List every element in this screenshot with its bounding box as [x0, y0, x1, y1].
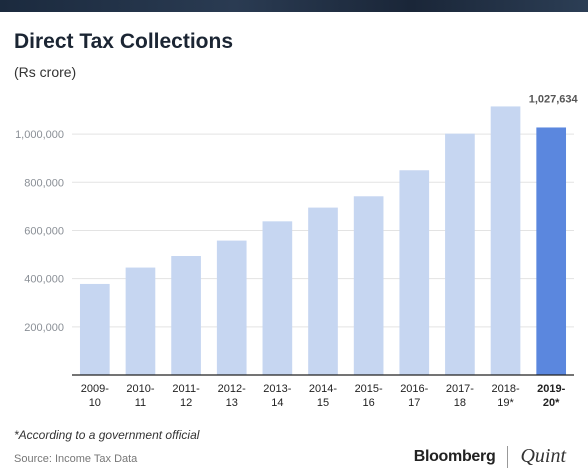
bar-chart: 200,000 400,000 600,000 800,000 1,000,000 200… — [15, 93, 579, 409]
bar — [536, 127, 567, 375]
data-label: 1,027,634 — [529, 93, 579, 105]
y-tick-label: 600,000 — [24, 225, 64, 237]
brand-name-bloomberg: Bloomberg — [413, 447, 496, 465]
x-tick-label: 2015- — [355, 383, 383, 395]
x-tick-label: 15 — [317, 397, 329, 409]
chart-subtitle: (Rs crore) — [14, 64, 77, 80]
x-tick-label: 2014- — [309, 383, 337, 395]
x-tick-label: 20* — [543, 397, 560, 409]
y-tick-label: 200,000 — [24, 322, 64, 334]
x-tick-label: 2013- — [263, 383, 291, 395]
x-tick-label: 2016- — [400, 383, 428, 395]
x-tick-label: 19* — [497, 397, 514, 409]
x-tick-label: 12 — [180, 397, 192, 409]
bar — [445, 133, 475, 375]
x-tick-label: 10 — [89, 397, 101, 409]
x-tick-label: 18 — [454, 397, 466, 409]
brand-name-quint: Quint — [520, 445, 566, 467]
x-tick-label: 2011- — [172, 383, 200, 395]
bar — [262, 221, 293, 375]
brand-divider — [507, 445, 509, 468]
bar — [171, 256, 201, 375]
x-tick-label: 2009- — [81, 383, 109, 395]
x-tick-label: 2017- — [446, 383, 474, 395]
x-tick-label: 2012- — [218, 383, 246, 395]
footnote: *According to a government official — [14, 428, 200, 442]
y-tick-label: 400,000 — [24, 274, 64, 286]
x-tick-label: 16 — [363, 397, 375, 409]
bar — [308, 207, 338, 375]
top-banner — [0, 0, 588, 12]
brand-logo: Bloomberg Quint — [414, 445, 566, 468]
chart-title: Direct Tax Collections — [14, 30, 234, 53]
y-tick-label: 1,000,000 — [15, 129, 64, 141]
x-tick-label: 13 — [226, 397, 238, 409]
x-tick-label: 2018- — [491, 383, 519, 395]
x-tick-label: 17 — [408, 397, 420, 409]
bar — [125, 267, 156, 375]
x-tick-label: 14 — [271, 397, 283, 409]
x-tick-label: 2019- — [537, 383, 565, 395]
bar — [399, 170, 430, 375]
bar — [353, 196, 384, 375]
bar — [490, 106, 521, 376]
bar — [79, 283, 110, 375]
x-tick-label: 11 — [135, 397, 146, 409]
bar — [216, 240, 247, 375]
x-tick-label: 2010- — [126, 383, 154, 395]
y-tick-label: 800,000 — [24, 177, 64, 189]
source-note: Source: Income Tax Data — [14, 453, 138, 465]
